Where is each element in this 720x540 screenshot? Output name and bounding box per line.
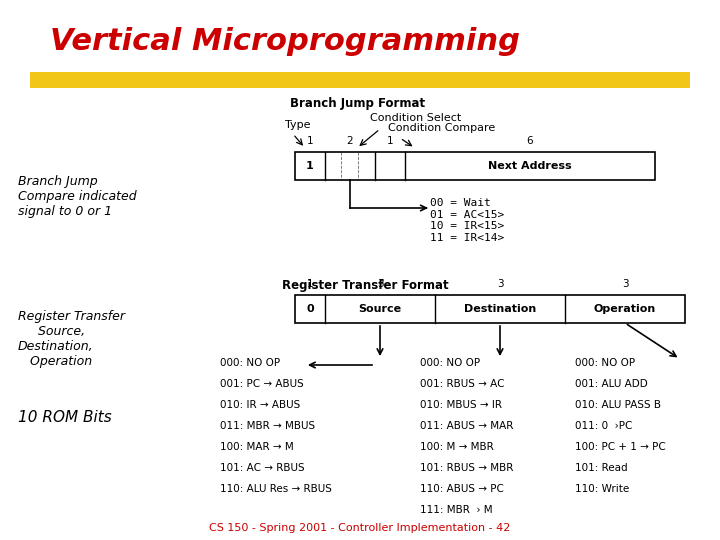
Text: 100: M → MBR: 100: M → MBR [420, 442, 494, 452]
Text: 1: 1 [387, 136, 393, 146]
Text: 000: NO OP: 000: NO OP [220, 358, 280, 368]
Text: 101: RBUS → MBR: 101: RBUS → MBR [420, 463, 513, 473]
Text: Vertical Microprogramming: Vertical Microprogramming [50, 28, 520, 57]
Text: 1: 1 [306, 161, 314, 171]
Text: 2: 2 [347, 136, 354, 146]
Text: 00 = Wait
01 = AC<15>
10 = IR<15>
11 = IR<14>: 00 = Wait 01 = AC<15> 10 = IR<15> 11 = I… [430, 198, 504, 243]
Text: 101: AC → RBUS: 101: AC → RBUS [220, 463, 305, 473]
Text: Type: Type [285, 120, 310, 130]
Text: Next Address: Next Address [488, 161, 572, 171]
Text: 1: 1 [307, 279, 313, 289]
Text: 000: NO OP: 000: NO OP [420, 358, 480, 368]
Text: 010: IR → ABUS: 010: IR → ABUS [220, 400, 300, 410]
Text: 110: ALU Res → RBUS: 110: ALU Res → RBUS [220, 484, 332, 494]
Text: 110: ABUS → PC: 110: ABUS → PC [420, 484, 504, 494]
Text: Register Transfer Format: Register Transfer Format [282, 279, 449, 292]
Text: 100: MAR → M: 100: MAR → M [220, 442, 294, 452]
Text: 3: 3 [497, 279, 503, 289]
Text: 3: 3 [621, 279, 629, 289]
Text: 10 ROM Bits: 10 ROM Bits [18, 410, 112, 426]
Text: 0: 0 [306, 304, 314, 314]
Text: Register Transfer
     Source,
Destination,
   Operation: Register Transfer Source, Destination, O… [18, 310, 125, 368]
Text: 100: PC + 1 → PC: 100: PC + 1 → PC [575, 442, 666, 452]
Text: 000: NO OP: 000: NO OP [575, 358, 635, 368]
Text: 001: PC → ABUS: 001: PC → ABUS [220, 379, 304, 389]
Text: Source: Source [359, 304, 402, 314]
Text: 3: 3 [377, 279, 383, 289]
Text: 110: Write: 110: Write [575, 484, 629, 494]
Text: Branch Jump
Compare indicated
signal to 0 or 1: Branch Jump Compare indicated signal to … [18, 175, 137, 218]
Text: 011: 0  ›PC: 011: 0 ›PC [575, 421, 632, 431]
Text: Condition Compare: Condition Compare [388, 123, 495, 133]
Text: 001: ALU ADD: 001: ALU ADD [575, 379, 648, 389]
Text: Destination: Destination [464, 304, 536, 314]
FancyBboxPatch shape [295, 295, 685, 323]
Text: 111: MBR  › M: 111: MBR › M [420, 505, 492, 515]
FancyBboxPatch shape [30, 72, 690, 88]
Text: 101: Read: 101: Read [575, 463, 628, 473]
Text: 010: MBUS → IR: 010: MBUS → IR [420, 400, 502, 410]
Text: Condition Select: Condition Select [370, 113, 462, 123]
Text: Branch Jump Format: Branch Jump Format [290, 97, 425, 110]
Text: Operation: Operation [594, 304, 656, 314]
Text: 010: ALU PASS B: 010: ALU PASS B [575, 400, 661, 410]
Text: 001: RBUS → AC: 001: RBUS → AC [420, 379, 505, 389]
Text: 011: ABUS → MAR: 011: ABUS → MAR [420, 421, 513, 431]
Text: 1: 1 [307, 136, 313, 146]
Text: CS 150 - Spring 2001 - Controller Implementation - 42: CS 150 - Spring 2001 - Controller Implem… [210, 523, 510, 533]
FancyBboxPatch shape [295, 152, 655, 180]
Text: 6: 6 [527, 136, 534, 146]
Text: 011: MBR → MBUS: 011: MBR → MBUS [220, 421, 315, 431]
